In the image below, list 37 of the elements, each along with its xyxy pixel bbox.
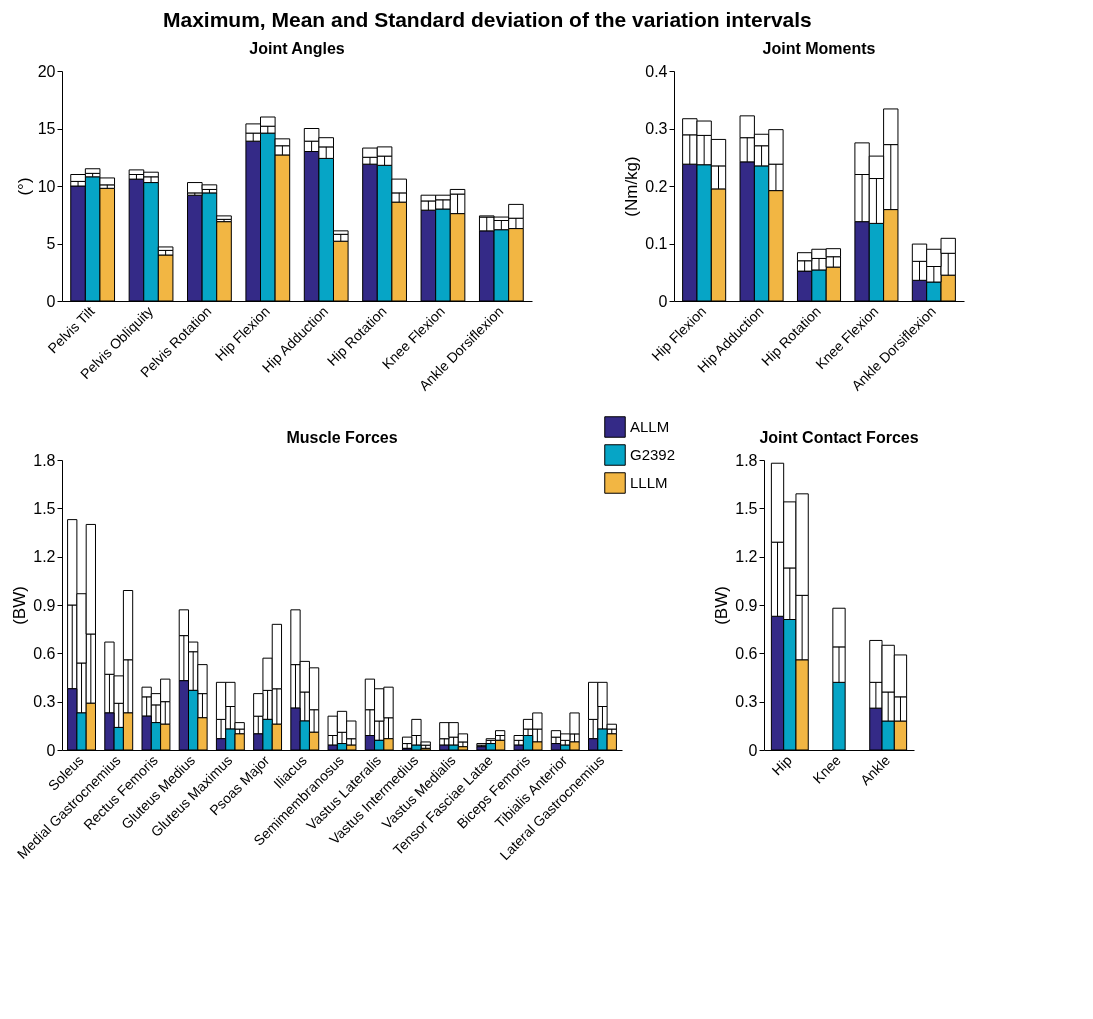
y-tick-label: 0	[46, 741, 56, 759]
y-tick-label: 1.2	[33, 548, 56, 566]
y-tick-label: 0.3	[33, 693, 56, 711]
chart-title: Joint Angles	[249, 40, 345, 57]
text: Maximum, Mean and Standard deviation of the variation intervals	[162, 8, 812, 31]
y-tick-label: 0.1	[645, 235, 668, 252]
chart-title: Joint Contact Forces	[759, 429, 919, 446]
y-axis-title: (BW)	[712, 586, 732, 625]
y-tick-label: 1.8	[33, 451, 56, 469]
y-tick-label: 0.6	[735, 644, 758, 662]
y-tick-label: 10	[37, 177, 56, 195]
y-tick-label: 1.5	[735, 499, 758, 517]
y-axis-title: (°)	[14, 177, 34, 196]
y-axis-title: (Nm/kg)	[622, 156, 642, 217]
y-tick-label: 0.3	[735, 693, 758, 711]
y-tick-label: 20	[37, 62, 56, 80]
y-tick-label: 0.6	[33, 644, 56, 662]
y-tick-label: 1.5	[33, 499, 56, 517]
legend-label: G2392	[630, 446, 676, 463]
y-tick-label: 0.2	[645, 177, 668, 195]
y-tick-label: 0.4	[645, 62, 668, 80]
y-tick-label: 0	[658, 292, 668, 310]
y-tick-label: 15	[37, 120, 56, 137]
y-axis-title: (BW)	[10, 586, 30, 625]
chart-title: Joint Moments	[762, 40, 876, 57]
y-tick-label: 0.3	[645, 120, 668, 137]
y-tick-label: 1.8	[735, 451, 758, 469]
y-tick-label: 5	[46, 235, 56, 252]
legend-label: ALLM	[630, 418, 670, 435]
y-tick-label: 1.2	[735, 548, 758, 566]
y-tick-label: 0.9	[735, 596, 758, 614]
legend-label: LLLM	[630, 474, 668, 491]
x-tick-label: Hip	[768, 751, 795, 779]
y-tick-label: 0	[46, 292, 56, 310]
chart-title: Muscle Forces	[286, 429, 398, 446]
y-tick-label: 0.9	[33, 596, 56, 614]
y-tick-label: 0	[748, 741, 758, 759]
